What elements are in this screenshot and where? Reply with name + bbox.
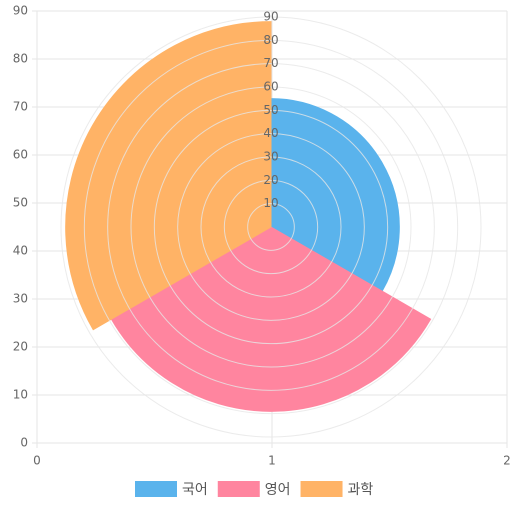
radial-grid — [130, 86, 412, 368]
segments — [65, 21, 432, 412]
r-tick-label: 80 — [263, 33, 278, 47]
r-tick-label: 20 — [263, 173, 278, 187]
radial-grid — [200, 156, 342, 298]
radial-grid — [107, 63, 435, 391]
radial-grid — [177, 133, 365, 321]
legend-swatch — [217, 481, 260, 497]
radial-grid — [223, 179, 319, 275]
y-tick-label: 0 — [20, 436, 28, 450]
r-tick-label: 40 — [263, 126, 278, 140]
radial-grid — [60, 16, 482, 438]
legend-swatch — [135, 481, 177, 497]
y-tick-label: 30 — [13, 292, 28, 306]
y-tick-label: 70 — [13, 100, 28, 114]
radial-grid — [153, 109, 389, 345]
polar-segment — [110, 226, 432, 412]
radial-grid — [247, 203, 295, 251]
x-tick-label: 0 — [33, 454, 41, 468]
y-tick-label: 40 — [13, 244, 28, 258]
legend-swatch — [300, 481, 343, 497]
legend-label: 영어 — [265, 482, 291, 498]
radial-grid — [83, 39, 459, 415]
y-tick-label: 90 — [13, 4, 28, 18]
x-tick-label: 2 — [503, 454, 511, 468]
y-tick-label: 60 — [13, 148, 28, 162]
y-tick-label: 20 — [13, 340, 28, 354]
r-tick-label: 90 — [263, 10, 278, 24]
legend-label: 국어 — [182, 482, 208, 498]
y-tick-label: 80 — [13, 52, 28, 66]
y-tick-label: 50 — [13, 196, 28, 210]
r-tick-label: 70 — [263, 56, 278, 70]
polar-segment — [270, 98, 400, 292]
r-tick-label: 60 — [263, 80, 278, 94]
x-tick-label: 1 — [268, 454, 276, 468]
r-tick-label: 50 — [263, 103, 278, 117]
r-tick-label: 10 — [263, 196, 278, 210]
y-tick-label: 10 — [13, 388, 28, 402]
polar-segment — [65, 21, 272, 331]
r-tick-label: 30 — [263, 150, 278, 164]
legend-label: 과학 — [348, 482, 374, 498]
